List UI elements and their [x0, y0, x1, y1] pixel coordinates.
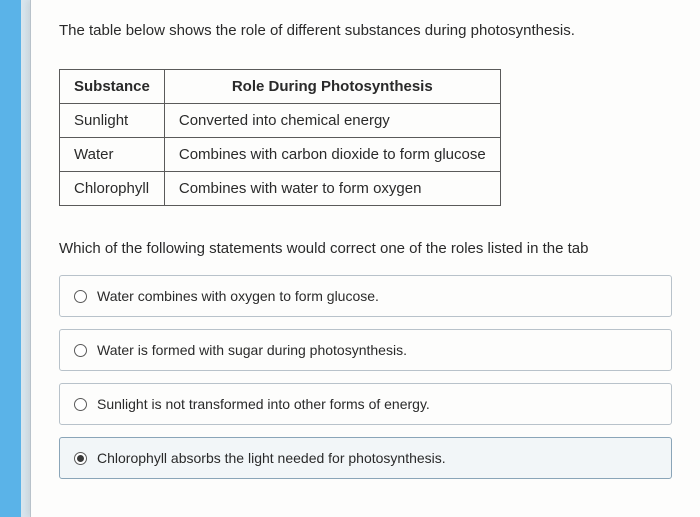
option-label: Water is formed with sugar during photos… — [97, 342, 407, 358]
intro-text: The table below shows the role of differ… — [59, 20, 672, 41]
option-label: Sunlight is not transformed into other f… — [97, 396, 430, 412]
cell-role: Converted into chemical energy — [164, 104, 500, 138]
cell-substance: Sunlight — [60, 104, 165, 138]
option-b[interactable]: Water is formed with sugar during photos… — [59, 329, 672, 371]
option-c[interactable]: Sunlight is not transformed into other f… — [59, 383, 672, 425]
radio-icon — [74, 290, 87, 303]
radio-icon — [74, 452, 87, 465]
table-row: Sunlight Converted into chemical energy — [60, 104, 501, 138]
cell-role: Combines with carbon dioxide to form glu… — [164, 138, 500, 172]
content-panel: The table below shows the role of differ… — [30, 0, 700, 517]
option-label: Chlorophyll absorbs the light needed for… — [97, 450, 446, 466]
table-row: Water Combines with carbon dioxide to fo… — [60, 138, 501, 172]
col-header-substance: Substance — [60, 70, 165, 104]
cell-substance: Water — [60, 138, 165, 172]
substance-table: Substance Role During Photosynthesis Sun… — [59, 69, 501, 206]
option-label: Water combines with oxygen to form gluco… — [97, 288, 379, 304]
cell-substance: Chlorophyll — [60, 172, 165, 206]
option-d[interactable]: Chlorophyll absorbs the light needed for… — [59, 437, 672, 479]
cell-role: Combines with water to form oxygen — [164, 172, 500, 206]
col-header-role: Role During Photosynthesis — [164, 70, 500, 104]
radio-icon — [74, 398, 87, 411]
question-text: Which of the following statements would … — [59, 238, 672, 259]
table-row: Chlorophyll Combines with water to form … — [60, 172, 501, 206]
option-a[interactable]: Water combines with oxygen to form gluco… — [59, 275, 672, 317]
radio-icon — [74, 344, 87, 357]
table-header-row: Substance Role During Photosynthesis — [60, 70, 501, 104]
